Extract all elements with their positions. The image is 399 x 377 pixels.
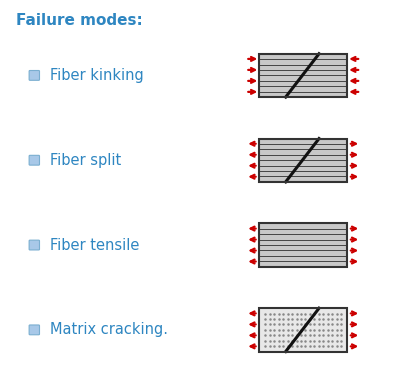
FancyBboxPatch shape [29,325,40,335]
Bar [259,139,347,182]
Bar [259,223,347,267]
Text: Fiber kinking: Fiber kinking [50,68,144,83]
Text: Failure modes:: Failure modes: [16,13,143,28]
Text: Matrix cracking.: Matrix cracking. [50,322,168,337]
Bar [259,223,347,267]
Bar [259,54,347,97]
Bar [259,54,347,97]
FancyBboxPatch shape [29,70,40,80]
Bar [259,139,347,182]
FancyBboxPatch shape [29,240,40,250]
FancyBboxPatch shape [29,155,40,165]
Text: Fiber split: Fiber split [50,153,121,168]
Bar [259,308,347,351]
Bar [259,308,347,351]
Text: Fiber tensile: Fiber tensile [50,238,139,253]
